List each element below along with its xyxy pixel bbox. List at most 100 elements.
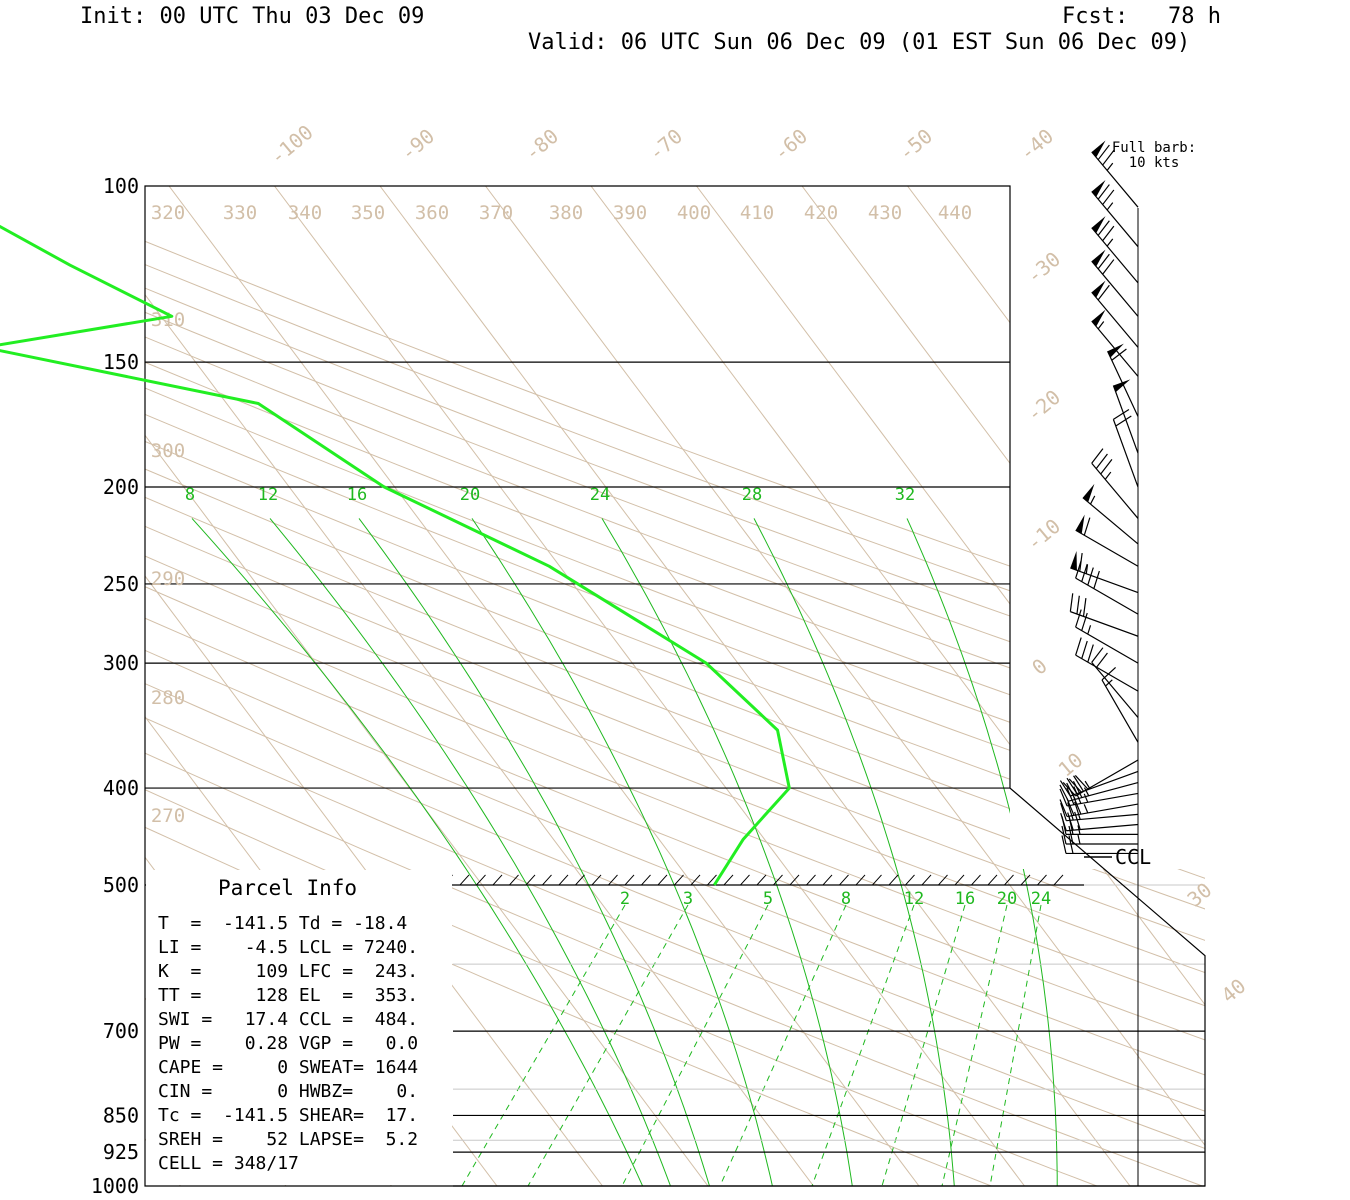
moist-adiabat-line [896, 869, 955, 1186]
barb-staff [1112, 419, 1139, 488]
parcel-info-row: CAPE = 0 SWEAT= 1644 [158, 1057, 418, 1078]
hatch-mark [855, 874, 866, 886]
isotherm-label: -60 [769, 124, 812, 166]
barb-full [1066, 782, 1076, 800]
mixing-ratio-line [811, 904, 915, 1186]
barb-flag [1070, 551, 1077, 571]
wind-barb [1112, 408, 1139, 488]
isotherm-line [379, 186, 893, 869]
mixing-ratio-label: 12 [904, 889, 924, 909]
barb-full [1097, 184, 1110, 200]
wind-barb [1069, 593, 1139, 637]
dry-adiabat-label: 380 [549, 202, 583, 224]
isotherm-label: -100 [265, 120, 317, 169]
wind-barb [1059, 786, 1139, 807]
parcel-info-row: PW = 0.28 VGP = 0.0 [158, 1033, 418, 1054]
barb-full [1074, 775, 1089, 790]
hatch-mark [822, 874, 833, 886]
moist-adiabat-line [465, 869, 644, 1186]
isotherm-line [696, 186, 1010, 605]
barb-full [1102, 259, 1115, 275]
dry-adiabat-label: 420 [804, 202, 838, 224]
hatch-mark [954, 874, 965, 886]
barb-full [1091, 647, 1104, 663]
barb-full [1074, 811, 1081, 830]
isotherm-line [274, 186, 788, 869]
barb-full [1073, 775, 1085, 792]
mixing-ratio-line [881, 904, 966, 1186]
isotherm-line [802, 186, 1350, 1186]
dry-adiabat-label: 310 [151, 309, 185, 331]
isotherm-label: 30 [1183, 878, 1217, 912]
isotherm-line [997, 869, 1205, 1147]
barb-full [1102, 225, 1115, 242]
barb-staff [1091, 291, 1139, 348]
dry-adiabat-line [1005, 869, 1205, 941]
isotherm-label: 40 [1217, 974, 1251, 1008]
barb-half [1089, 495, 1096, 505]
hatch-mark [938, 874, 948, 886]
barb-full [1115, 415, 1132, 427]
moist-adiabat-line [906, 518, 1010, 814]
barb-full [1068, 835, 1074, 854]
parcel-info-row: T = -141.5 Td = -18.4 [158, 913, 407, 934]
barb-legend-line1: Full barb: [1112, 140, 1196, 156]
mixing-ratio-label: 8 [841, 889, 851, 909]
barb-full [1073, 796, 1082, 815]
barb-full [1095, 453, 1108, 470]
pressure-tick-label: 150 [103, 350, 139, 374]
dry-adiabat-line [920, 869, 1205, 974]
barb-flag [1091, 280, 1106, 298]
barb-full [1061, 816, 1067, 835]
hatch-mark [806, 874, 816, 886]
wind-barb [1091, 179, 1139, 248]
mixing-ratio-line [461, 904, 626, 1186]
frame-outline [144, 185, 1206, 1187]
hatch-mark [492, 874, 503, 886]
hatch-mark [773, 874, 783, 886]
dry-adiabat-label: 400 [677, 202, 711, 224]
moist-adiabat-label: 12 [258, 485, 278, 505]
barb-half [1106, 162, 1114, 171]
barb-staff [1070, 770, 1139, 797]
barb-full [1100, 459, 1113, 475]
wind-barb [1070, 551, 1139, 594]
barb-staff [1075, 529, 1139, 567]
isotherm-label: -20 [1022, 385, 1065, 427]
moist-adiabat-line [358, 518, 582, 869]
barb-flag [1107, 343, 1124, 358]
barb-half [1083, 804, 1089, 814]
barb-full [1101, 667, 1116, 681]
hatch-mark [657, 874, 668, 886]
hatch-mark [525, 874, 536, 886]
dry-adiabat-line [834, 869, 1205, 1007]
hatch-mark [872, 874, 882, 886]
mixing-ratio-label: 20 [997, 889, 1017, 909]
hatch-mark [1020, 874, 1031, 886]
wind-barb [1061, 835, 1138, 855]
wind-barb [1060, 801, 1139, 822]
hatch-mark [1037, 874, 1047, 886]
moist-adiabat-lines [191, 518, 1058, 1186]
moist-adiabat-label: 20 [460, 485, 480, 505]
barb-full [1074, 801, 1081, 820]
barb-full [1066, 798, 1075, 816]
hatch-mark [971, 874, 981, 886]
isotherm-line [801, 186, 1010, 465]
dry-adiabat-label: 440 [938, 202, 972, 224]
moist-adiabat-label: 28 [742, 485, 762, 505]
barb-half [1105, 679, 1113, 687]
isotherm-label: -80 [520, 124, 563, 166]
hatch-mark [608, 874, 618, 886]
barb-staff [1082, 497, 1139, 545]
pressure-tick-label: 100 [103, 174, 139, 198]
hatch-mark [905, 874, 915, 886]
hatch-mark [987, 874, 998, 886]
isotherm-label: -70 [644, 124, 687, 166]
mixing-ratio-line [989, 904, 1042, 1186]
pressure-tick-label: 850 [103, 1103, 139, 1127]
dry-adiabat-label: 360 [415, 202, 449, 224]
hatch-mark [888, 874, 899, 886]
parcel-info-box [146, 870, 452, 1185]
